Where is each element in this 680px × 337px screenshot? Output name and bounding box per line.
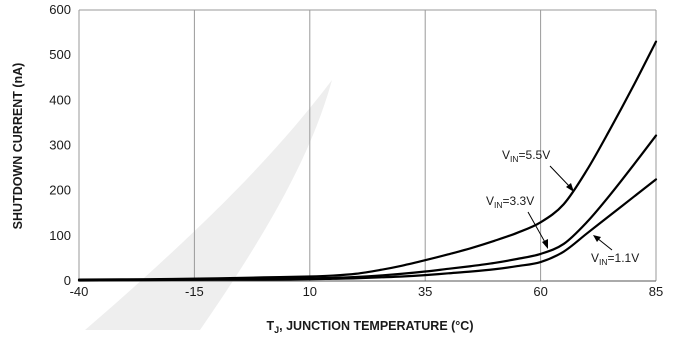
annotation-vin-5p5: VIN=5.5V (502, 148, 574, 192)
x-tick-label-35: 35 (418, 284, 432, 299)
y-tick-labels: 0 100 200 300 400 500 600 (49, 2, 71, 288)
y-tick-label-500: 500 (49, 47, 71, 62)
y-tick-label-400: 400 (49, 92, 71, 107)
y-tick-label-200: 200 (49, 183, 71, 198)
y-tick-label-0: 0 (64, 273, 71, 288)
x-tick-label-85: 85 (649, 284, 663, 299)
x-tick-label-60: 60 (533, 284, 547, 299)
x-tick-label-neg15: -15 (185, 284, 204, 299)
x-tick-label-neg40: -40 (70, 284, 89, 299)
series-line-vin-5p5 (77, 40, 658, 281)
y-tick-label-300: 300 (49, 138, 71, 153)
annotation-vin-1p1: VIN=1.1V (591, 235, 639, 267)
series-line-vin-1p1 (77, 178, 658, 282)
y-tick-label-100: 100 (49, 228, 71, 243)
annotation-vin-3p3: VIN=3.3V (486, 194, 548, 249)
label-vin-5p5: VIN=5.5V (502, 148, 550, 164)
y-tick-label-600: 600 (49, 2, 71, 17)
label-vin-1p1: VIN=1.1V (591, 251, 639, 267)
series-lines (77, 40, 658, 282)
y-axis-title: SHUTDOWN CURRENT (nA) (11, 63, 25, 230)
x-tick-labels: -40 -15 10 35 60 85 (70, 284, 664, 299)
x-axis-title: TJ, JUNCTION TEMPERATURE (°C) (266, 319, 473, 335)
label-vin-3p3: VIN=3.3V (486, 194, 534, 210)
x-tick-label-10: 10 (303, 284, 317, 299)
watermark-swoosh (85, 80, 332, 330)
